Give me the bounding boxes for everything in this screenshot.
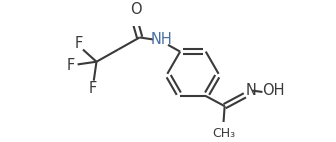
Text: F: F — [74, 36, 82, 51]
Text: F: F — [67, 58, 75, 73]
Text: NH: NH — [151, 32, 172, 47]
Text: N: N — [246, 83, 256, 98]
Text: O: O — [130, 2, 141, 17]
Text: OH: OH — [262, 83, 285, 98]
Text: CH₃: CH₃ — [212, 127, 236, 140]
Text: F: F — [88, 81, 96, 96]
